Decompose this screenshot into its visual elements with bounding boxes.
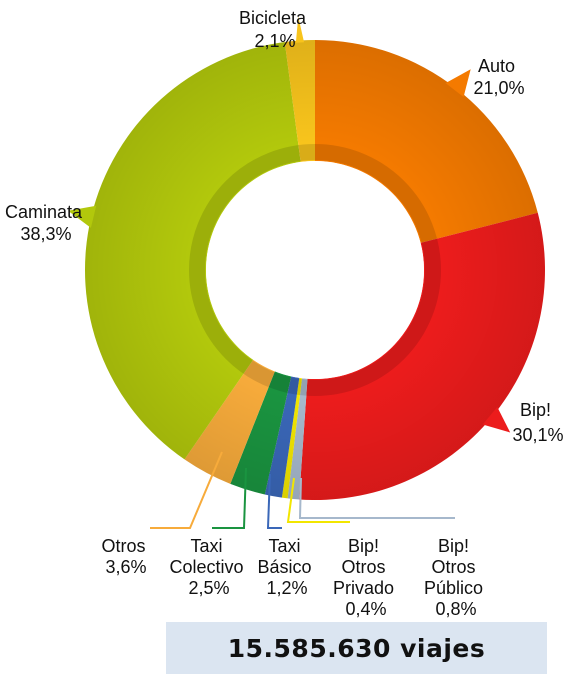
pointer-bicicleta [295, 16, 305, 43]
leader-line-taxi-basico [266, 473, 282, 529]
label-caminata: Caminata 38,3% [5, 202, 87, 244]
leader-line-bip-privado [286, 477, 350, 523]
callout-pointers [68, 16, 511, 433]
label-bicicleta: Bicicleta 2,1% [239, 8, 311, 51]
leader-lines [150, 451, 455, 529]
leader-line-taxi-colectivo [212, 467, 247, 529]
label-otros: Otros 3,6% [101, 536, 150, 577]
label-taxi-colectivo: Taxi Colectivo 2,5% [169, 536, 248, 598]
label-auto: Auto 21,0% [473, 56, 524, 98]
leader-line-otros [150, 451, 223, 529]
pointer-auto [445, 69, 471, 98]
pointer-bip- [482, 406, 511, 433]
label-bip-privado: Bip! Otros Privado 0,4% [333, 536, 399, 619]
inner-shadow-ring [189, 144, 441, 396]
donut-hole [206, 161, 424, 379]
label-bip-publico: Bip! Otros Público 0,8% [424, 536, 488, 619]
total-trips-banner: 15.585.630 viajes [166, 622, 547, 674]
donut-chart: Bicicleta 2,1% Auto 21,0% Caminata 38,3%… [5, 8, 564, 619]
label-taxi-basico: Taxi Básico 1,2% [257, 536, 316, 598]
leader-line-bip-publico [298, 477, 455, 519]
pointer-caminata [68, 205, 97, 228]
label-bip: Bip! 30,1% [512, 400, 563, 445]
total-trips-text: 15.585.630 viajes [227, 633, 486, 663]
